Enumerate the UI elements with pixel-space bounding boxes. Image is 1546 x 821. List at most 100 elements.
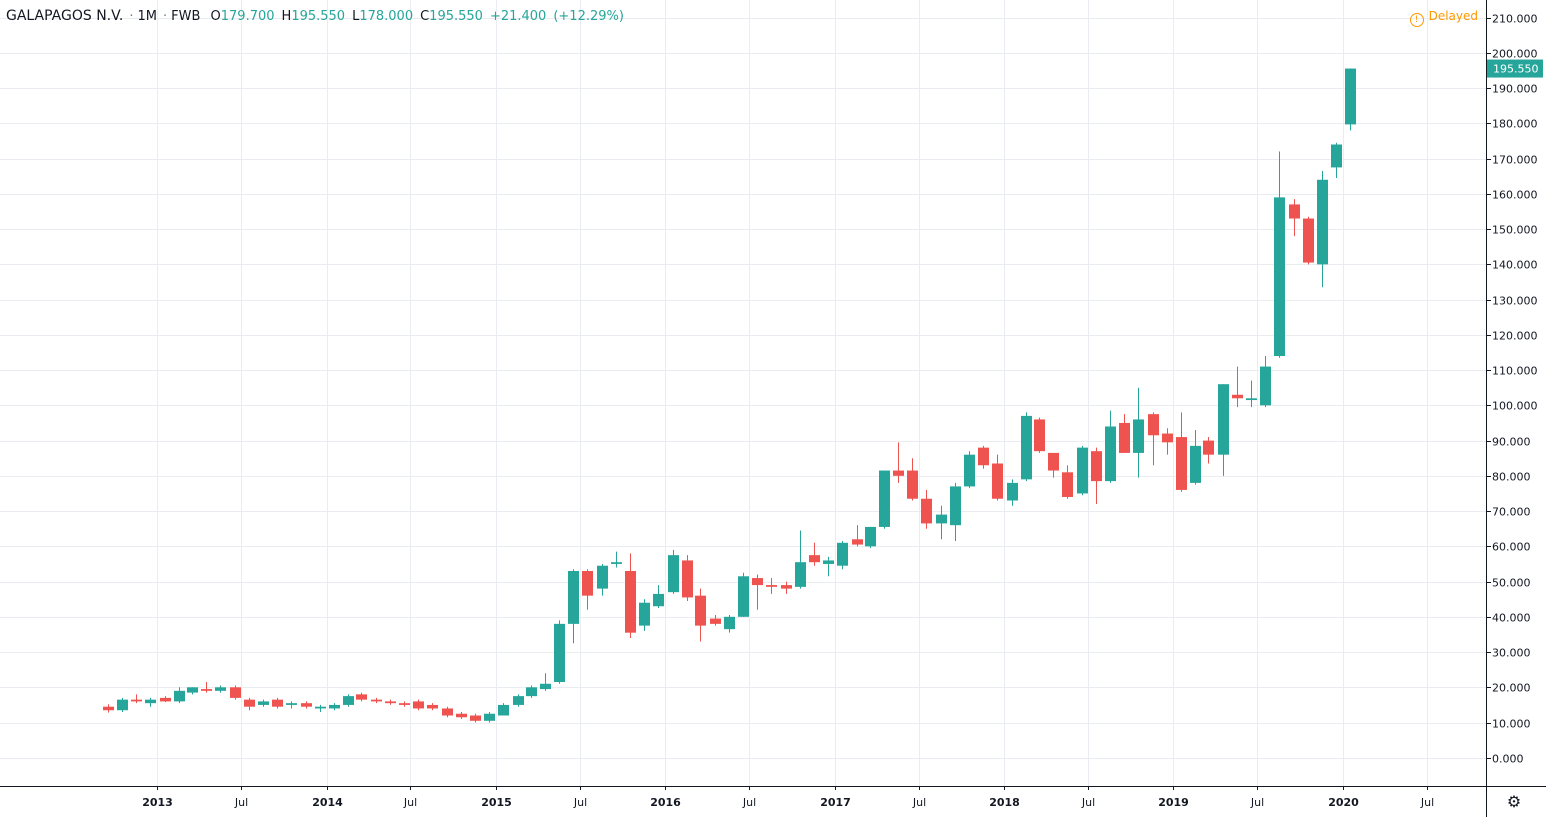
change-percent: (+12.29%)	[553, 9, 624, 24]
symbol-name[interactable]: GALAPAGOS N.V.	[6, 8, 124, 24]
candle[interactable]	[1203, 437, 1214, 464]
candle[interactable]	[258, 699, 269, 707]
candle[interactable]	[117, 697, 128, 712]
candle[interactable]	[738, 572, 749, 617]
candle[interactable]	[1260, 355, 1271, 408]
candle[interactable]	[724, 615, 735, 633]
candle[interactable]	[1331, 142, 1342, 178]
candle[interactable]	[513, 694, 524, 707]
candle[interactable]	[1317, 170, 1328, 288]
candle[interactable]	[597, 563, 608, 596]
candle[interactable]	[554, 620, 565, 684]
candle[interactable]	[1274, 151, 1285, 358]
candle[interactable]	[1062, 465, 1073, 499]
candle[interactable]	[1303, 216, 1314, 265]
candle[interactable]	[498, 703, 509, 716]
candle[interactable]	[921, 489, 932, 529]
candle[interactable]	[1232, 366, 1243, 408]
delayed-indicator[interactable]: ! Delayed	[1409, 9, 1478, 27]
candle[interactable]	[427, 703, 438, 711]
candle[interactable]	[992, 454, 1003, 501]
candle[interactable]	[484, 711, 495, 723]
candle[interactable]	[356, 692, 367, 702]
candle[interactable]	[174, 687, 185, 704]
candle[interactable]	[1176, 412, 1187, 492]
candle-body	[1232, 394, 1243, 399]
candle[interactable]	[1021, 412, 1032, 482]
close-label: C	[420, 9, 430, 24]
candle[interactable]	[752, 574, 763, 610]
candle[interactable]	[893, 442, 904, 483]
candle[interactable]	[1048, 452, 1059, 478]
candle[interactable]	[371, 697, 382, 704]
candle[interactable]	[781, 581, 792, 594]
candle[interactable]	[668, 549, 679, 594]
candle[interactable]	[230, 685, 241, 700]
candle[interactable]	[582, 569, 593, 610]
candle[interactable]	[950, 482, 961, 542]
candle[interactable]	[865, 526, 876, 549]
candle[interactable]	[639, 599, 650, 631]
candle[interactable]	[907, 458, 918, 501]
candle[interactable]	[215, 685, 226, 693]
candle[interactable]	[201, 682, 212, 693]
candle[interactable]	[286, 701, 297, 709]
candle[interactable]	[978, 445, 989, 469]
candle[interactable]	[343, 694, 354, 707]
candle[interactable]	[1148, 412, 1159, 466]
candle[interactable]	[766, 578, 777, 594]
candle[interactable]	[442, 706, 453, 718]
candle[interactable]	[1190, 430, 1201, 485]
candle[interactable]	[809, 542, 820, 566]
candle[interactable]	[1133, 387, 1144, 478]
candle[interactable]	[1218, 384, 1229, 476]
candle[interactable]	[682, 555, 693, 601]
candle[interactable]	[1091, 447, 1102, 505]
candle[interactable]	[879, 470, 890, 529]
candle[interactable]	[1105, 410, 1116, 483]
candle[interactable]	[1162, 428, 1173, 455]
candle[interactable]	[653, 585, 664, 609]
candle[interactable]	[385, 699, 396, 705]
candle[interactable]	[329, 703, 340, 711]
x-tick-label: 2020	[1328, 796, 1359, 809]
candle[interactable]	[301, 701, 312, 709]
candle[interactable]	[1119, 414, 1130, 453]
candle[interactable]	[568, 569, 579, 644]
settings-gear-icon[interactable]: ⚙	[1506, 792, 1522, 811]
candle[interactable]	[964, 451, 975, 489]
candle[interactable]	[470, 713, 481, 723]
candle[interactable]	[456, 711, 467, 720]
candle[interactable]	[1077, 445, 1088, 496]
candle[interactable]	[145, 697, 156, 707]
candle[interactable]	[1034, 417, 1045, 453]
candle[interactable]	[399, 701, 410, 707]
candle[interactable]	[187, 687, 198, 695]
candle[interactable]	[1246, 380, 1257, 408]
candle[interactable]	[823, 556, 834, 577]
candle[interactable]	[315, 704, 326, 712]
candle[interactable]	[710, 615, 721, 626]
candle[interactable]	[131, 694, 142, 704]
candle[interactable]	[272, 697, 283, 709]
interval[interactable]: 1M	[137, 9, 158, 24]
candle[interactable]	[936, 505, 947, 540]
candle[interactable]	[244, 697, 255, 711]
candle[interactable]	[695, 588, 706, 642]
candle[interactable]	[540, 673, 551, 691]
candle[interactable]	[413, 699, 424, 711]
candle[interactable]	[1289, 199, 1300, 237]
candle[interactable]	[611, 551, 622, 568]
candle[interactable]	[852, 525, 863, 547]
candle[interactable]	[526, 685, 537, 698]
candle[interactable]	[795, 530, 806, 589]
candle[interactable]	[1007, 479, 1018, 506]
candle-body	[131, 699, 142, 702]
candle[interactable]	[837, 541, 848, 570]
candle[interactable]	[103, 704, 114, 713]
candle[interactable]	[160, 696, 171, 703]
candle[interactable]	[1345, 68, 1356, 131]
candle[interactable]	[625, 553, 636, 638]
